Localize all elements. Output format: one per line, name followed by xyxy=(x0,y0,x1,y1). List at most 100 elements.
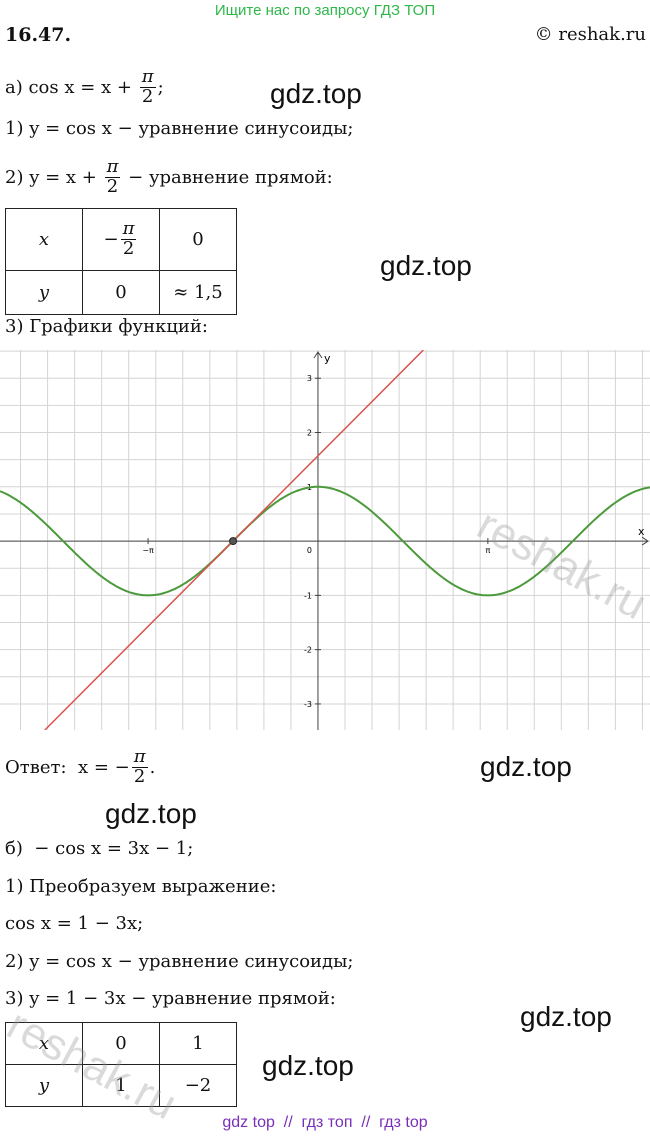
text-line: 3) y = 1 − 3x − уравнение прямой: xyxy=(5,988,336,1009)
y-tick-label: -2 xyxy=(304,646,312,655)
text-line: а) cos x = x + π 2; xyxy=(5,66,164,107)
text: ; xyxy=(157,76,164,98)
watermark: gdz.top xyxy=(480,751,572,782)
sign: − xyxy=(103,229,119,250)
cell-content: y xyxy=(39,282,49,303)
text: x xyxy=(38,1033,50,1054)
text: −2 xyxy=(184,1075,212,1096)
text-line: 2) y = cos x − уравнение синусоиды; xyxy=(5,951,354,972)
text-line: 1) y = cos x − уравнение синусоиды; xyxy=(5,118,354,139)
text-line: cos x = 1 − 3x; xyxy=(5,913,143,934)
cell-content: −2 xyxy=(185,1075,212,1096)
text: 0 xyxy=(192,229,204,250)
y-tick-label: -3 xyxy=(304,700,312,709)
table-row: y 1 −2 xyxy=(5,1064,237,1107)
text: 1) Преобразуем выражение: xyxy=(5,876,277,897)
cell-content: 1 xyxy=(115,1075,126,1096)
cell-content: 0 xyxy=(115,282,126,303)
table-cell: −2 xyxy=(159,1064,237,1107)
denominator: 2 xyxy=(133,765,146,787)
text: 2) y = x + xyxy=(5,166,103,188)
footer: gdz top // гдз топ // гдз top xyxy=(222,1114,428,1131)
table-cell: 0 xyxy=(159,208,237,271)
numerator: π xyxy=(120,218,137,240)
text: б) − cos x = 3x − 1; xyxy=(5,838,194,859)
x-tick-label: −π xyxy=(142,546,154,555)
y-tick-label: -1 xyxy=(304,591,312,600)
watermark: gdz.top xyxy=(105,798,197,829)
table-row: y 0 ≈ 1,5 xyxy=(5,270,237,315)
cosine-curve xyxy=(0,485,650,597)
table-cell: x xyxy=(5,208,83,271)
text: 1 xyxy=(192,1033,204,1054)
notice: Ищите нас по запросу ГДЗ ТОП xyxy=(214,2,436,19)
text: 0 xyxy=(115,282,127,303)
watermark: gdz.top xyxy=(520,1001,612,1032)
text: − уравнение прямой: xyxy=(122,166,333,188)
table-cell: − π 2 xyxy=(82,208,160,271)
text: 1) y = cos x − уравнение синусоиды; xyxy=(5,118,354,139)
denominator: 2 xyxy=(122,238,135,259)
text: cos x = 1 − 3x; xyxy=(5,913,144,934)
text: y xyxy=(38,1075,50,1096)
text: 0 xyxy=(115,1033,127,1054)
table-cell: ≈ 1,5 xyxy=(159,270,237,315)
cell-content: x xyxy=(39,1033,49,1054)
text: y xyxy=(38,282,50,303)
table-row: x − π 2 0 xyxy=(5,208,237,271)
text-line: 1) Преобразуем выражение: xyxy=(5,876,276,897)
table: x − π 2 0 y 0 ≈ 1,5 xyxy=(5,208,237,315)
table-cell: 1 xyxy=(159,1022,237,1065)
denominator: 2 xyxy=(141,85,154,107)
table-cell: y xyxy=(5,1064,83,1107)
origin-label: 0 xyxy=(307,546,312,555)
cell-content: − π 2 xyxy=(103,218,139,259)
text: 3) y = 1 − 3x − уравнение прямой: xyxy=(5,988,336,1009)
text-line: 3) Графики функций: xyxy=(5,316,208,337)
cell-content: 0 xyxy=(115,1033,126,1054)
cell-content: 0 xyxy=(192,229,203,250)
axis-label: y xyxy=(324,352,331,365)
watermark: gdz.top xyxy=(262,1050,354,1081)
text: . xyxy=(149,756,156,778)
numerator: π xyxy=(131,746,148,768)
cell-content: 1 xyxy=(192,1033,203,1054)
text-line: б) − cos x = 3x − 1; xyxy=(5,838,193,859)
watermark: gdz.top xyxy=(380,250,472,281)
text-line: Ответ: x = − π 2. xyxy=(5,746,156,787)
axis-arrow xyxy=(313,351,323,359)
cell-content: ≈ 1,5 xyxy=(173,282,222,303)
table-cell: 1 xyxy=(82,1064,160,1107)
y-tick-label: 3 xyxy=(307,374,312,383)
text: Ответ: x = − xyxy=(5,756,130,778)
intersection-point xyxy=(229,537,238,546)
watermark: gdz.top xyxy=(270,78,362,109)
table-cell: 0 xyxy=(82,270,160,315)
denominator: 2 xyxy=(106,175,119,197)
y-tick-label: 2 xyxy=(307,429,312,438)
text: а) cos x = x + xyxy=(5,76,138,98)
text: 3) Графики функций: xyxy=(5,316,208,337)
numerator: π xyxy=(139,66,156,88)
text: ≈ 1,5 xyxy=(173,282,223,303)
axis-label: x xyxy=(638,525,645,538)
x-tick-label: π xyxy=(485,546,490,555)
table-cell: y xyxy=(5,270,83,315)
copyright: © reshak.ru xyxy=(534,24,646,45)
table: x 0 1 y 1 −2 xyxy=(5,1022,237,1107)
cell-content: x xyxy=(39,229,49,250)
problem-number: 16.47. xyxy=(5,24,72,46)
text: x xyxy=(38,229,50,250)
axis-arrow xyxy=(641,536,649,546)
text: 1 xyxy=(115,1075,127,1096)
cell-content: y xyxy=(39,1075,49,1096)
text: 2) y = cos x − уравнение синусоиды; xyxy=(5,951,354,972)
numerator: π xyxy=(104,156,121,178)
